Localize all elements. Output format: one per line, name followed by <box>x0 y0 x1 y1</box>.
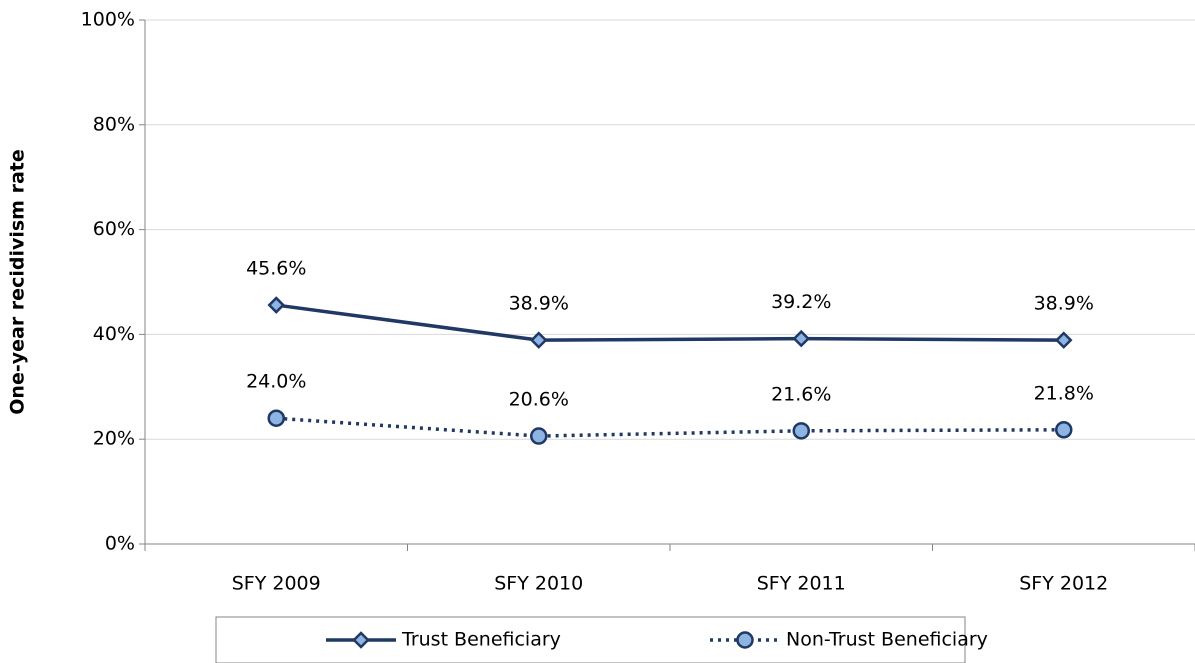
y-tick-label: 20% <box>93 428 135 450</box>
point <box>792 422 810 440</box>
y-tick-label: 80% <box>93 113 135 135</box>
y-tick-label: 60% <box>93 218 135 240</box>
legend-box <box>215 616 966 663</box>
point <box>529 331 548 349</box>
point <box>1055 421 1073 439</box>
data-label: 24.0% <box>246 371 306 393</box>
series-line <box>276 303 1064 342</box>
y-tick-label: 40% <box>93 323 135 345</box>
legend: Trust Beneficiary Non-Trust Beneficiary <box>215 616 988 663</box>
legend-marker <box>736 631 754 649</box>
point <box>530 427 548 445</box>
series-line <box>276 416 1064 438</box>
legend-marker <box>352 631 370 649</box>
y-tick-label: 0% <box>105 533 135 555</box>
y-tick-label: 100% <box>81 9 135 31</box>
x-tick-label: SFY 2012 <box>1019 573 1108 595</box>
point <box>1054 331 1073 349</box>
data-label: 38.9% <box>509 293 569 315</box>
legend-label: Non-Trust Beneficiary <box>786 629 988 651</box>
data-label: 45.6% <box>246 258 306 280</box>
data-label: 38.9% <box>1034 293 1094 315</box>
x-tick-label: SFY 2009 <box>232 573 321 595</box>
point <box>792 329 811 348</box>
data-label: 39.2% <box>771 291 831 313</box>
data-label: 20.6% <box>509 389 569 411</box>
x-tick-label: SFY 2010 <box>494 573 583 595</box>
legend-label: Trust Beneficiary <box>401 629 561 651</box>
point <box>267 296 286 314</box>
point <box>267 409 285 427</box>
data-label: 21.8% <box>1034 382 1094 404</box>
y-axis-title: One-year recidivism rate <box>7 149 29 414</box>
x-tick-label: SFY 2011 <box>757 573 846 595</box>
data-label: 21.6% <box>771 383 831 405</box>
